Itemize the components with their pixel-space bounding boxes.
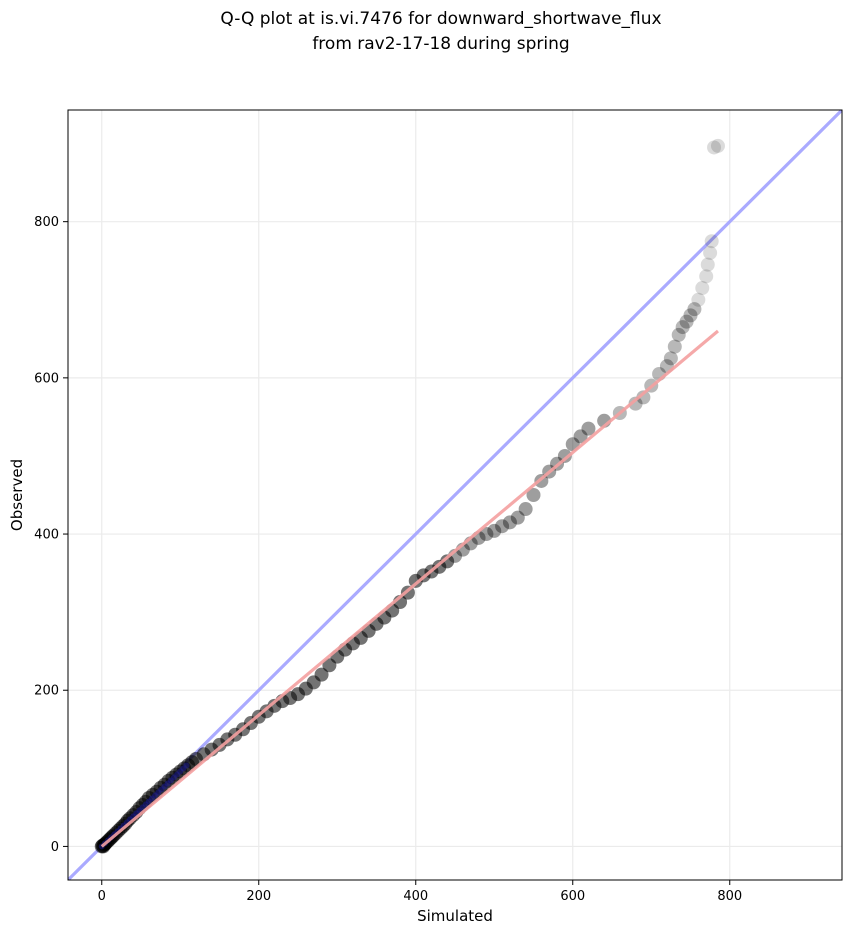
grid-lines <box>68 110 842 880</box>
data-point <box>636 390 651 405</box>
data-point <box>663 351 678 366</box>
data-point <box>581 421 596 436</box>
fit-line <box>100 329 719 848</box>
data-point <box>679 314 694 329</box>
x-tick-label: 600 <box>560 889 585 904</box>
x-axis-label: Simulated <box>417 907 493 925</box>
x-tick-label: 200 <box>246 889 271 904</box>
data-point <box>695 281 710 296</box>
data-point <box>573 429 588 444</box>
data-point <box>526 488 541 502</box>
data-point <box>487 523 502 538</box>
data-point <box>479 527 494 542</box>
data-point <box>710 138 725 153</box>
y-tick-label: 400 <box>34 528 59 543</box>
data-point <box>707 140 722 155</box>
data-point <box>557 448 572 463</box>
chart-title-line-2: from rav2-17-18 during spring <box>312 34 569 54</box>
data-point <box>675 320 690 335</box>
y-tick-label: 0 <box>51 840 59 855</box>
x-axis-ticks: 0 200 400 600 800 <box>98 880 742 904</box>
data-point <box>510 510 525 525</box>
y-tick-label: 200 <box>34 684 59 699</box>
data-point <box>704 234 719 249</box>
data-points <box>94 138 725 854</box>
data-point <box>667 339 682 354</box>
x-tick-label: 800 <box>717 889 742 904</box>
fit-line-layer <box>100 329 719 848</box>
y-tick-label: 800 <box>34 215 59 230</box>
x-tick-label: 0 <box>98 889 106 904</box>
y-tick-label: 600 <box>34 371 59 386</box>
data-point <box>502 515 517 530</box>
data-point <box>440 554 455 569</box>
data-point <box>691 292 706 307</box>
data-point <box>683 308 698 323</box>
overlap-point <box>183 762 190 769</box>
chart-title-line-1: Q-Q plot at is.vi.7476 for downward_shor… <box>220 9 661 29</box>
y-axis-label: Observed <box>8 459 26 531</box>
reference-line <box>68 110 842 880</box>
data-point <box>628 396 643 411</box>
reference-line-layer <box>68 110 842 880</box>
plot-frame <box>67 109 843 881</box>
y-axis-ticks: 0 200 400 600 800 <box>34 215 68 855</box>
data-point <box>700 257 715 272</box>
data-point <box>518 502 533 517</box>
x-tick-label: 400 <box>403 889 428 904</box>
data-point <box>495 519 510 534</box>
data-point <box>314 667 329 682</box>
data-point <box>703 245 718 260</box>
data-point <box>699 269 714 284</box>
data-point <box>671 327 686 342</box>
data-point <box>687 302 702 317</box>
